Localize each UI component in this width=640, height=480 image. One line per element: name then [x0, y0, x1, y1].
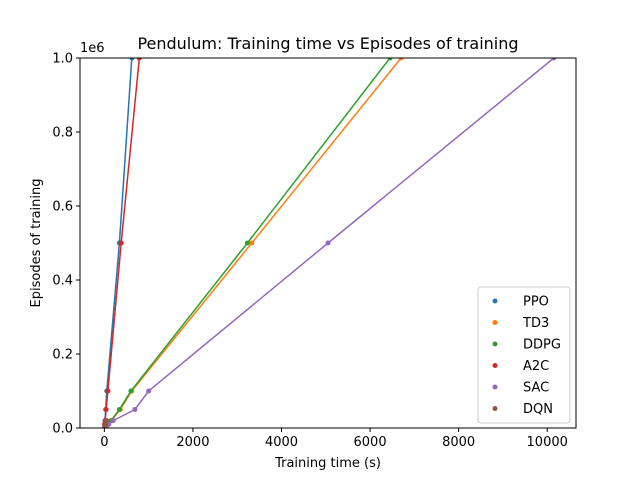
legend-label-ppo: PPO — [523, 295, 549, 310]
data-point-ddpg — [387, 58, 393, 61]
legend: PPO TD3 DDPG A2C SAC DQN — [477, 286, 571, 424]
series-dqn — [101, 418, 110, 428]
y-tick-label: 0.4 — [52, 274, 73, 289]
legend-label-a2c: A2C — [523, 359, 549, 374]
x-tick-label: 4000 — [265, 435, 298, 450]
axes-layer: 0 2000 4000 6000 8000 10000 0.0 0.2 0.4 0.6 0.8 1.0 — [52, 52, 577, 450]
chart-title: Pendulum: Training time vs Episodes of t… — [137, 34, 518, 53]
y-tick-label: 0.6 — [52, 200, 73, 215]
series-layer — [101, 58, 557, 428]
data-point-sac — [146, 388, 152, 394]
legend-marker-dqn — [492, 406, 498, 411]
data-point-ddpg — [128, 388, 134, 394]
data-point-td3 — [249, 240, 255, 246]
x-tick-label: 10000 — [527, 435, 568, 450]
data-point-a2c — [103, 407, 109, 412]
legend-marker-ppo — [492, 298, 498, 304]
legend-label-ddpg: DDPG — [523, 338, 561, 353]
data-point-sac — [325, 240, 331, 246]
legend-box — [477, 286, 571, 424]
legend-marker-ddpg — [492, 341, 498, 347]
data-point-sac — [551, 58, 557, 61]
legend-marker-td3 — [492, 320, 498, 325]
y-tick-label: 1.0 — [52, 52, 73, 67]
x-axis-label: Training time (s) — [274, 456, 381, 471]
x-tick-label: 6000 — [354, 435, 387, 450]
y-tick-label: 0.2 — [52, 348, 73, 363]
data-point-ppo — [129, 58, 135, 61]
data-point-ddpg — [116, 407, 122, 412]
data-point-a2c — [118, 240, 124, 246]
data-point-dqn — [104, 418, 110, 424]
legend-label-td3: TD3 — [522, 316, 549, 331]
legend-marker-sac — [492, 384, 498, 390]
y-tick-label: 0.0 — [52, 422, 73, 437]
data-point-td3 — [398, 58, 404, 61]
legend-label-sac: SAC — [523, 381, 549, 396]
data-point-a2c — [136, 58, 142, 61]
legend-label-dqn: DQN — [523, 402, 553, 417]
data-point-sac — [132, 407, 138, 412]
x-tick-label: 8000 — [442, 435, 475, 450]
y-scale-offset-label: 1e6 — [80, 41, 105, 56]
x-tick-label: 2000 — [176, 435, 209, 450]
y-tick-label: 0.8 — [52, 126, 73, 141]
data-point-ddpg — [244, 240, 250, 246]
data-point-a2c — [105, 388, 111, 394]
plot-frame — [79, 57, 577, 429]
x-tick-label: 0 — [100, 435, 108, 450]
data-point-sac — [110, 418, 116, 424]
y-axis-label: Episodes of training — [29, 179, 44, 308]
legend-marker-a2c — [492, 363, 498, 368]
